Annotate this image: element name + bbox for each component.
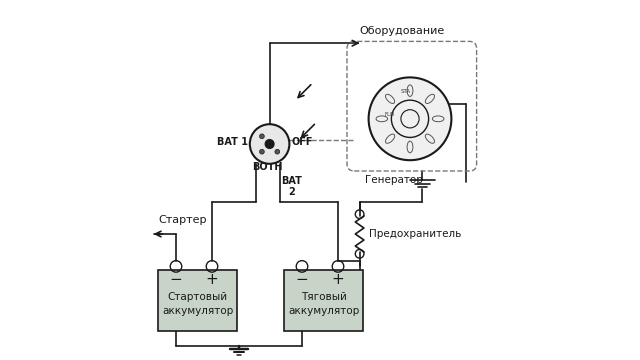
Text: Тяговый
аккумулятор: Тяговый аккумулятор bbox=[288, 292, 359, 316]
Text: BAT 1: BAT 1 bbox=[217, 137, 248, 147]
Text: +: + bbox=[332, 272, 344, 287]
Circle shape bbox=[250, 124, 289, 164]
Text: Стартовый
аккумулятор: Стартовый аккумулятор bbox=[162, 292, 233, 316]
Text: Стартер: Стартер bbox=[158, 215, 207, 225]
Text: BOTH: BOTH bbox=[252, 162, 283, 172]
Circle shape bbox=[260, 149, 264, 154]
Circle shape bbox=[265, 140, 274, 148]
Text: Оборудование: Оборудование bbox=[360, 26, 445, 36]
Text: +: + bbox=[205, 272, 218, 287]
Text: −: − bbox=[170, 272, 182, 287]
Circle shape bbox=[369, 77, 451, 160]
Circle shape bbox=[260, 134, 264, 139]
Text: Генератор: Генератор bbox=[365, 175, 423, 185]
Text: FLD: FLD bbox=[384, 112, 394, 117]
Text: −: − bbox=[296, 272, 308, 287]
Text: STA: STA bbox=[401, 89, 411, 94]
Text: BAT
2: BAT 2 bbox=[281, 176, 302, 197]
Text: Предохранитель: Предохранитель bbox=[369, 229, 461, 239]
Circle shape bbox=[275, 149, 280, 154]
FancyBboxPatch shape bbox=[284, 270, 364, 331]
FancyBboxPatch shape bbox=[158, 270, 237, 331]
Text: OFF: OFF bbox=[291, 137, 313, 147]
